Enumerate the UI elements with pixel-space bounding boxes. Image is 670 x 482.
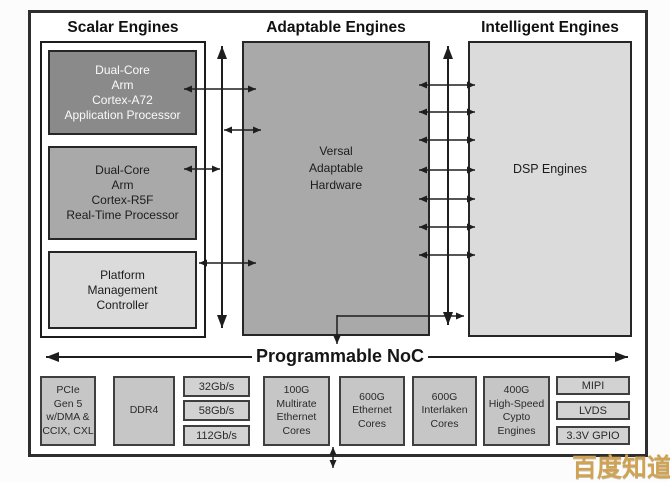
mipi-label: MIPI — [581, 379, 605, 392]
block-600g-interlaken: 600G Interlaken Cores — [412, 376, 477, 446]
gpio-label: 3.3V GPIO — [566, 429, 620, 442]
crypto-label: 400G High-Speed Cypto Engines — [488, 384, 545, 437]
block-serdes-112gbs: 112Gb/s — [183, 425, 250, 446]
watermark-baidu-zhidao: 百度知道 — [572, 454, 670, 482]
eth100g-label: 100G Multirate Ethernet Cores — [276, 384, 317, 437]
block-lvds: LVDS — [556, 401, 630, 420]
block-400g-crypto-engines: 400G High-Speed Cypto Engines — [483, 376, 550, 446]
header-intelligent-engines: Intelligent Engines — [481, 19, 619, 36]
block-cortex-r5f-realtime-processor: Dual-Core Arm Cortex-R5F Real-Time Proce… — [48, 146, 197, 240]
header-scalar-engines: Scalar Engines — [67, 19, 179, 36]
block-100g-multirate-ethernet: 100G Multirate Ethernet Cores — [263, 376, 330, 446]
serdes-112gbs-label: 112Gb/s — [196, 429, 237, 442]
ddr4-label: DDR4 — [129, 404, 159, 417]
eth600g-label: 600G Ethernet Cores — [352, 390, 392, 430]
block-cortex-a72-application-processor: Dual-Core Arm Cortex-A72 Application Pro… — [48, 50, 197, 135]
block-pcie-gen5: PCIe Gen 5 w/DMA & CCIX, CXL — [40, 376, 96, 446]
block-33v-gpio: 3.3V GPIO — [556, 426, 630, 445]
programmable-noc-label: Programmable NoC — [255, 346, 425, 366]
block-versal-adaptable-hardware: Versal Adaptable Hardware — [242, 41, 430, 336]
lvds-label: LVDS — [579, 404, 607, 417]
block-platform-management-controller: Platform Management Controller — [48, 251, 197, 329]
dsp-engines-label: DSP Engines — [512, 162, 588, 176]
block-serdes-32gbs: 32Gb/s — [183, 376, 250, 397]
block-ddr4: DDR4 — [113, 376, 175, 446]
block-serdes-58gbs: 58Gb/s — [183, 400, 250, 421]
cortex-a72-label: Dual-Core Arm Cortex-A72 Application Pro… — [64, 62, 181, 122]
block-mipi: MIPI — [556, 376, 630, 395]
header-adaptable-engines: Adaptable Engines — [266, 19, 406, 36]
block-600g-ethernet: 600G Ethernet Cores — [339, 376, 405, 446]
versal-adaptable-hardware-label: Versal Adaptable Hardware — [308, 144, 364, 192]
block-dsp-engines: DSP Engines — [468, 41, 632, 337]
cortex-r5f-label: Dual-Core Arm Cortex-R5F Real-Time Proce… — [66, 163, 179, 222]
pmc-label: Platform Management Controller — [87, 267, 158, 312]
pcie-label: PCIe Gen 5 w/DMA & CCIX, CXL — [42, 384, 94, 437]
interlaken-label: 600G Interlaken Cores — [421, 390, 468, 430]
serdes-58gbs-label: 58Gb/s — [198, 404, 235, 417]
serdes-32gbs-label: 32Gb/s — [198, 380, 235, 393]
